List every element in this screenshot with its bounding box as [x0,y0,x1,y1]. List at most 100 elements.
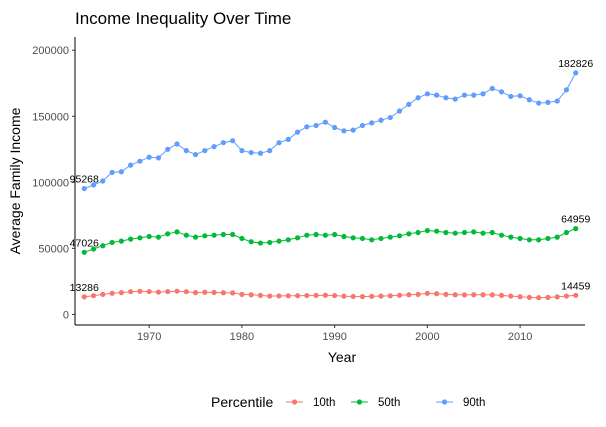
series-50th-point [285,237,291,243]
series-90th-point [378,117,384,123]
series-10th-point [267,293,273,299]
series-10th-point [294,293,301,299]
series-50th-point [313,231,319,238]
series-50th-point [545,235,551,242]
series-10th-point [90,293,97,299]
series-90th-point [387,114,393,121]
series-50th-point [369,237,375,243]
series-90th-point [415,95,421,101]
series-10th-point [378,293,384,299]
x-tick-label: 1990 [322,331,346,343]
series-90th-point [276,140,282,146]
series-10th-point [434,291,440,297]
series-90th-point [313,122,319,129]
series-90th-point [146,154,152,160]
series-90th-point [341,128,347,134]
series-10th-point [174,288,180,294]
y-axis: 0 50000 100000 150000 200000 [32,37,76,325]
y-tick-label: 150000 [32,111,69,123]
series-10th-point [573,292,579,298]
series-90th-point [294,129,301,135]
series-10th-point [508,293,514,299]
series-10th-point [480,292,486,298]
series-50th-point [350,235,356,241]
y-tick-label: 0 [63,309,69,321]
series-50th-point [294,235,301,241]
series-10th-point [554,294,560,300]
series-50th-point [554,234,560,240]
series-50th-point [498,232,505,238]
series-10th-point [563,293,570,299]
series-10th-point [452,292,458,298]
series-50th-point [128,236,134,242]
series-90th-point [90,182,97,188]
series-90th-point [369,120,375,126]
series-10th-point [350,293,356,300]
series-50th-point [257,240,264,246]
series-50th-point [183,232,189,238]
series-10th-point [415,291,421,297]
series-50th-point [211,232,217,238]
series-50th-point [90,246,97,252]
series-90th-point [536,100,542,106]
series-10th-point [192,290,199,296]
series-10th-point [304,292,310,299]
series-10th-point [155,289,162,295]
series-50th-point [563,229,570,236]
series-50th-point [276,238,282,244]
series-10th-point [322,292,328,298]
series-90th-point [508,93,514,100]
series-10th-point [220,290,226,296]
series-50th-point [480,230,486,236]
series-50th-point [526,237,532,243]
series-90th-point [257,150,264,156]
series-90th-point [220,140,226,146]
series-50th-point [118,238,124,244]
series-50th-point [146,233,152,240]
series-10th-point [248,292,254,298]
series-50th-point [174,229,180,235]
series-10th-point [498,292,505,299]
series-50th-point [220,231,226,238]
series-10th-point [109,290,115,296]
series-50th-point [406,231,412,237]
series-10th-point [341,293,347,299]
series-90th-point [81,185,87,192]
series-50th-point [359,235,366,242]
series-10th-end-label: 14459 [561,280,590,292]
series-90th-point [267,148,273,154]
legend-item-90th-point-key [441,399,448,405]
legend: Percentile 10th 50th 90th [211,394,485,410]
series-50th-point [424,227,430,234]
series-90th-point [285,136,291,142]
series-90th-point [239,148,245,154]
series-50th-point [434,228,440,234]
series-90th-point [155,155,162,161]
series-90th-point [322,119,328,125]
series-50th-point [304,232,310,238]
series-90th-point [109,169,115,176]
series-50th-point [267,239,273,246]
series-50th-point [230,231,236,238]
series-90th-point [137,158,143,164]
series-90th-point [526,97,532,103]
series-90th-point [424,91,430,97]
series-10th-point [239,291,245,297]
series-50th-point [489,229,495,236]
series-50th-point [471,229,477,235]
series-90th-point [350,127,356,133]
series-50th-point [573,226,579,232]
series-90th-point [128,162,134,168]
series-10th-point [332,292,338,299]
series-90th-point [230,138,236,144]
y-axis-title: Average Family Income [7,107,23,254]
series-90th-point [443,95,449,101]
series-50th-point [443,229,449,236]
chart-title: Income Inequality Over Time [75,9,291,28]
series-90th-point [192,151,199,158]
legend-title: Percentile [211,394,273,410]
y-tick-label: 100000 [32,177,69,189]
series-90th-point [165,146,171,152]
series-10th-point [387,293,393,299]
